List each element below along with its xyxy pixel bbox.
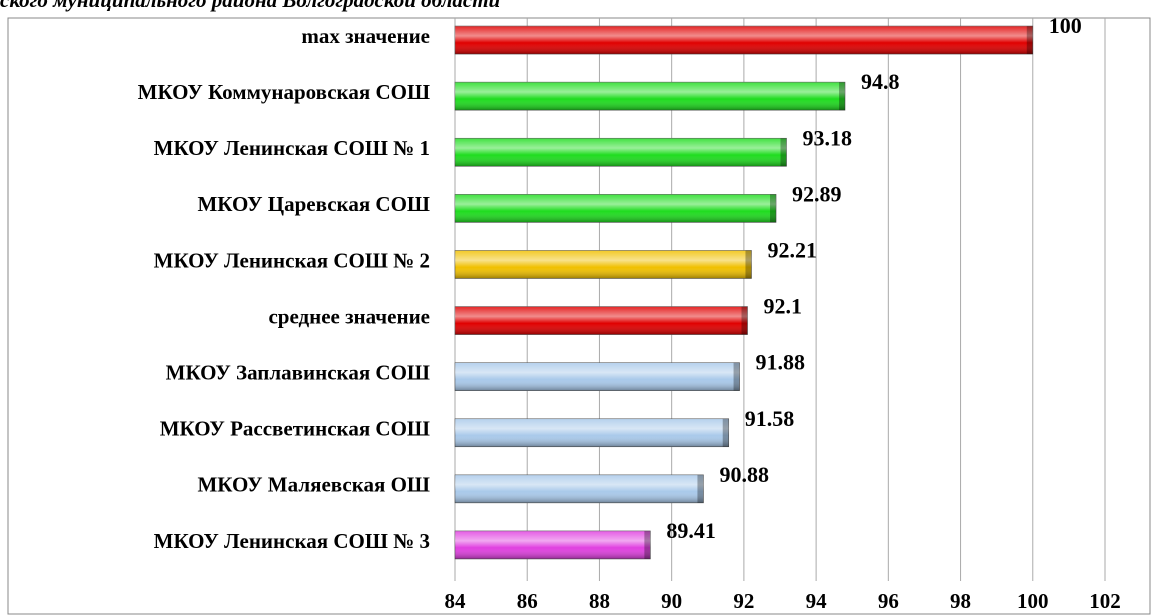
bar-shine xyxy=(455,82,845,111)
bar-shine xyxy=(455,530,651,559)
bar-cap xyxy=(697,474,704,503)
x-tick-label: 100 xyxy=(1017,589,1049,613)
value-label: 91.88 xyxy=(756,350,806,375)
bar-shine xyxy=(455,362,740,391)
y-tick-label: среднее значение xyxy=(268,304,430,328)
y-tick-label: max значение xyxy=(301,24,430,48)
y-tick-label: МКОУ Заплавинская СОШ xyxy=(166,360,430,384)
bar-shine xyxy=(455,138,787,167)
y-tick-label: МКОУ Рассветинская СОШ xyxy=(160,417,430,441)
x-tick-label: 96 xyxy=(878,589,899,613)
value-label: 94.8 xyxy=(861,69,900,94)
x-tick-label: 88 xyxy=(589,589,610,613)
bar-shine xyxy=(455,250,752,279)
value-label: 90.88 xyxy=(719,462,769,487)
x-tick-label: 90 xyxy=(661,589,682,613)
bar-cap xyxy=(780,138,787,167)
bar-cap xyxy=(722,418,729,447)
y-tick-label: МКОУ Ленинская СОШ № 2 xyxy=(154,248,430,272)
plot-border xyxy=(7,17,1151,615)
value-label: 92.21 xyxy=(767,237,817,262)
value-label: 100 xyxy=(1049,13,1082,38)
bar-shine xyxy=(455,194,777,223)
bar-shine xyxy=(455,26,1033,55)
x-tick-label: 92 xyxy=(733,589,754,613)
y-tick-label: МКОУ Маляевская ОШ xyxy=(197,473,430,497)
bar-cap xyxy=(733,362,740,391)
value-label: 92.89 xyxy=(792,181,842,206)
bar-shine xyxy=(455,306,748,335)
x-tick-label: 86 xyxy=(517,589,538,613)
bar-cap xyxy=(839,82,845,111)
bar-cap xyxy=(745,250,752,279)
y-tick-label: МКОУ Коммунаровская СОШ xyxy=(138,80,430,104)
value-label: 92.1 xyxy=(764,294,803,319)
chart-title: ского муниципального района Волгоградско… xyxy=(0,0,500,12)
bar-cap xyxy=(741,306,748,335)
x-tick-label: 98 xyxy=(950,589,971,613)
value-label: 89.41 xyxy=(666,518,716,543)
value-label: 93.18 xyxy=(803,125,853,150)
bar-shine xyxy=(455,474,704,503)
value-label: 91.58 xyxy=(745,406,795,431)
x-tick-label: 84 xyxy=(445,589,467,613)
y-tick-label: МКОУ Царевская СОШ xyxy=(197,192,430,216)
bar-cap xyxy=(644,530,651,559)
y-tick-label: МКОУ Ленинская СОШ № 1 xyxy=(154,136,430,160)
bar-cap xyxy=(1026,26,1033,55)
x-tick-label: 94 xyxy=(806,589,828,613)
x-tick-label: 102 xyxy=(1089,589,1121,613)
bar-cap xyxy=(770,194,777,223)
bar-shine xyxy=(455,418,729,447)
y-tick-label: МКОУ Ленинская СОШ № 3 xyxy=(154,529,430,553)
